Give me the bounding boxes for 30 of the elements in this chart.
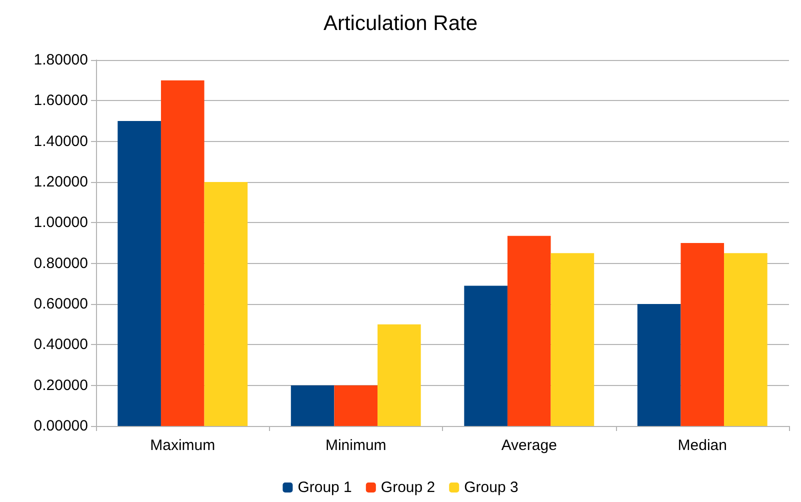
legend-label: Group 1 xyxy=(298,479,352,496)
y-tick-label: 1.40000 xyxy=(34,132,88,150)
y-tick-label: 0.60000 xyxy=(34,296,88,312)
y-tick-label: 0.80000 xyxy=(34,254,88,272)
y-tick-label: 0.40000 xyxy=(34,336,88,354)
bar xyxy=(550,253,594,426)
y-tick-label: 0.20000 xyxy=(34,376,88,394)
x-tick-label: Minimum xyxy=(325,437,386,454)
y-tick-label: 0.00000 xyxy=(34,418,88,434)
bar xyxy=(378,324,421,426)
bar xyxy=(334,385,378,426)
legend-label: Group 3 xyxy=(464,479,518,496)
bar xyxy=(680,243,724,426)
y-tick-label: 1.80000 xyxy=(34,52,88,68)
bar xyxy=(464,286,508,426)
x-tick-label: Average xyxy=(501,437,557,454)
bar xyxy=(637,304,681,426)
bar xyxy=(507,236,551,426)
y-tick-label: 1.20000 xyxy=(34,174,88,190)
bar xyxy=(204,182,248,426)
x-tick-label: Maximum xyxy=(150,437,216,454)
bar xyxy=(724,253,768,426)
legend-label: Group 2 xyxy=(380,479,436,496)
bar xyxy=(290,385,334,426)
x-tick-label: Median xyxy=(678,437,727,454)
y-tick-label: 1.00000 xyxy=(34,214,88,232)
chart-title: Articulation Rate xyxy=(323,12,478,35)
bar xyxy=(160,80,204,426)
bar xyxy=(118,121,161,426)
y-tick-label: 1.60000 xyxy=(34,92,88,110)
